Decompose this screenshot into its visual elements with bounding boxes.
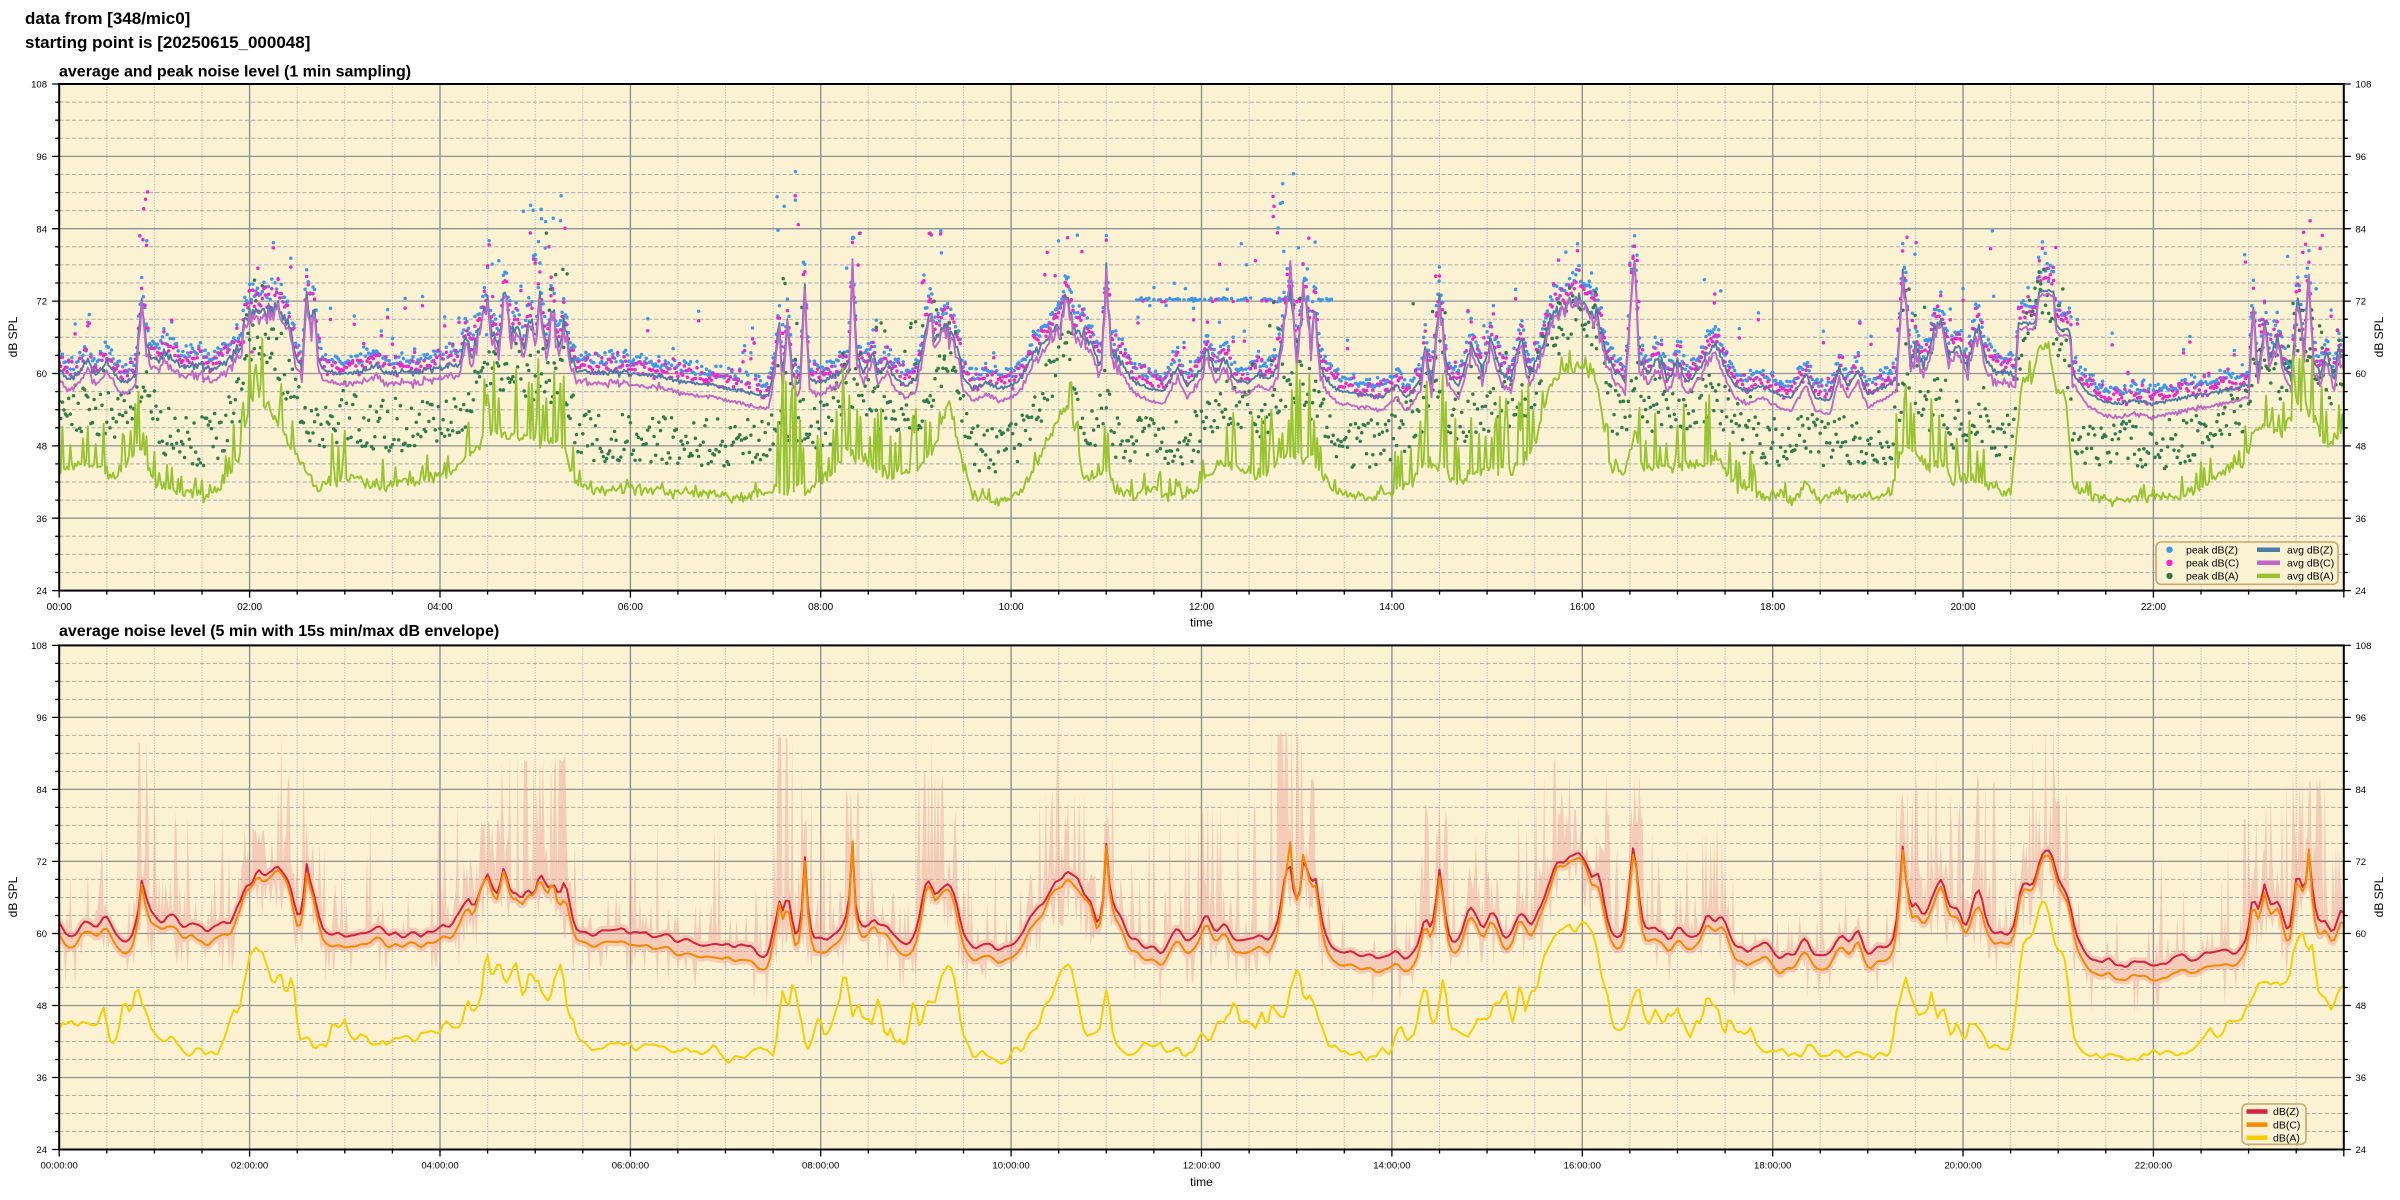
svg-text:average noise level (5 min wit: average noise level (5 min with 15s min/… bbox=[59, 623, 499, 640]
svg-text:starting point is [20250615_00: starting point is [20250615_000048] bbox=[25, 33, 310, 52]
svg-text:24: 24 bbox=[2356, 1145, 2367, 1156]
svg-text:60: 60 bbox=[2356, 369, 2367, 380]
svg-text:108: 108 bbox=[31, 641, 47, 652]
svg-text:04:00: 04:00 bbox=[427, 602, 452, 613]
svg-text:108: 108 bbox=[2356, 641, 2372, 652]
svg-text:average and peak noise level (: average and peak noise level (1 min samp… bbox=[59, 64, 411, 81]
svg-text:10:00:00: 10:00:00 bbox=[992, 1161, 1029, 1172]
svg-text:48: 48 bbox=[2356, 442, 2367, 453]
svg-text:avg dB(A): avg dB(A) bbox=[2287, 571, 2334, 583]
svg-text:60: 60 bbox=[36, 929, 47, 940]
svg-text:72: 72 bbox=[36, 297, 47, 308]
svg-text:18:00: 18:00 bbox=[1760, 602, 1785, 613]
svg-text:24: 24 bbox=[2356, 586, 2367, 597]
svg-text:108: 108 bbox=[31, 80, 47, 91]
svg-text:36: 36 bbox=[2356, 514, 2367, 525]
svg-text:48: 48 bbox=[36, 1001, 47, 1012]
svg-text:84: 84 bbox=[2356, 785, 2367, 796]
svg-text:72: 72 bbox=[2356, 297, 2367, 308]
svg-text:108: 108 bbox=[2356, 80, 2372, 91]
svg-text:00:00:00: 00:00:00 bbox=[41, 1161, 78, 1172]
svg-text:96: 96 bbox=[36, 713, 47, 724]
svg-text:84: 84 bbox=[2356, 224, 2367, 235]
svg-text:12:00: 12:00 bbox=[1189, 602, 1214, 613]
svg-text:84: 84 bbox=[36, 785, 47, 796]
svg-text:20:00:00: 20:00:00 bbox=[1944, 1161, 1981, 1172]
svg-text:avg dB(C): avg dB(C) bbox=[2287, 558, 2334, 570]
svg-text:36: 36 bbox=[36, 1073, 47, 1084]
svg-text:dB SPL: dB SPL bbox=[2372, 316, 2386, 357]
svg-text:96: 96 bbox=[2356, 713, 2367, 724]
svg-text:peak dB(A): peak dB(A) bbox=[2186, 571, 2239, 583]
svg-text:peak dB(C): peak dB(C) bbox=[2186, 558, 2239, 570]
svg-text:72: 72 bbox=[36, 857, 47, 868]
svg-text:dB SPL: dB SPL bbox=[6, 316, 20, 357]
svg-text:02:00:00: 02:00:00 bbox=[231, 1161, 268, 1172]
svg-text:06:00: 06:00 bbox=[618, 602, 643, 613]
svg-text:20:00: 20:00 bbox=[1950, 602, 1975, 613]
svg-text:12:00:00: 12:00:00 bbox=[1183, 1161, 1220, 1172]
svg-text:96: 96 bbox=[2356, 152, 2367, 163]
svg-text:14:00:00: 14:00:00 bbox=[1373, 1161, 1410, 1172]
svg-text:18:00:00: 18:00:00 bbox=[1754, 1161, 1791, 1172]
svg-text:08:00: 08:00 bbox=[808, 602, 833, 613]
svg-text:04:00:00: 04:00:00 bbox=[421, 1161, 458, 1172]
svg-text:96: 96 bbox=[36, 152, 47, 163]
svg-text:dB SPL: dB SPL bbox=[2372, 876, 2386, 917]
svg-text:24: 24 bbox=[36, 586, 47, 597]
svg-text:dB(A): dB(A) bbox=[2273, 1132, 2300, 1144]
svg-text:dB(Z): dB(Z) bbox=[2273, 1106, 2299, 1118]
svg-text:22:00:00: 22:00:00 bbox=[2135, 1161, 2172, 1172]
svg-text:time: time bbox=[1190, 1175, 1213, 1189]
svg-text:24: 24 bbox=[36, 1145, 47, 1156]
svg-text:dB SPL: dB SPL bbox=[6, 876, 20, 917]
svg-text:time: time bbox=[1190, 616, 1213, 630]
svg-text:avg dB(Z): avg dB(Z) bbox=[2287, 544, 2333, 556]
svg-text:60: 60 bbox=[2356, 929, 2367, 940]
svg-text:72: 72 bbox=[2356, 857, 2367, 868]
svg-text:peak dB(Z): peak dB(Z) bbox=[2186, 544, 2238, 556]
svg-text:14:00: 14:00 bbox=[1379, 602, 1404, 613]
svg-text:02:00: 02:00 bbox=[237, 602, 262, 613]
svg-text:dB(C): dB(C) bbox=[2273, 1119, 2300, 1131]
svg-text:84: 84 bbox=[36, 224, 47, 235]
svg-text:10:00: 10:00 bbox=[999, 602, 1024, 613]
svg-text:08:00:00: 08:00:00 bbox=[802, 1161, 839, 1172]
svg-text:36: 36 bbox=[36, 514, 47, 525]
svg-text:16:00: 16:00 bbox=[1570, 602, 1595, 613]
svg-text:16:00:00: 16:00:00 bbox=[1564, 1161, 1601, 1172]
svg-text:48: 48 bbox=[2356, 1001, 2367, 1012]
svg-text:36: 36 bbox=[2356, 1073, 2367, 1084]
svg-text:60: 60 bbox=[36, 369, 47, 380]
svg-text:data from [348/mic0]: data from [348/mic0] bbox=[25, 9, 190, 28]
svg-text:06:00:00: 06:00:00 bbox=[612, 1161, 649, 1172]
svg-text:48: 48 bbox=[36, 442, 47, 453]
svg-text:00:00: 00:00 bbox=[47, 602, 72, 613]
svg-text:22:00: 22:00 bbox=[2141, 602, 2166, 613]
